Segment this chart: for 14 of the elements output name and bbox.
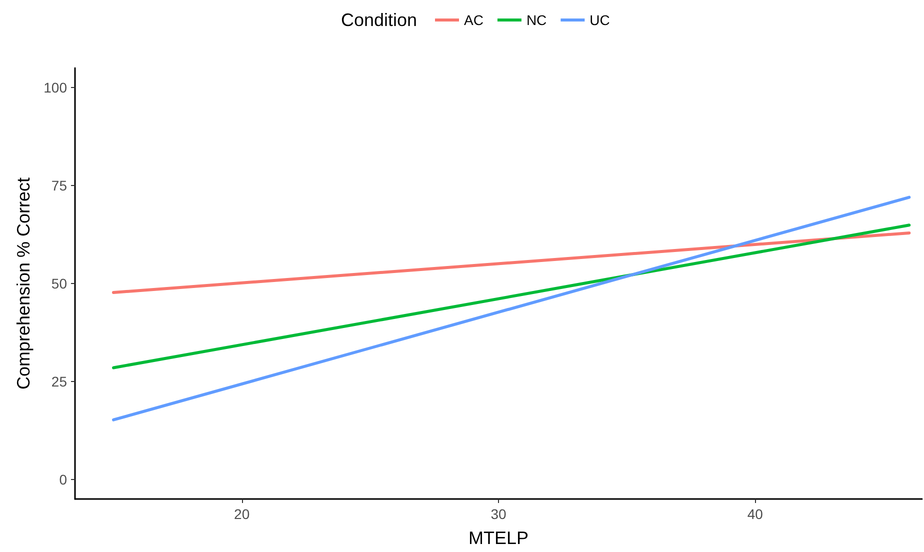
legend-title: Condition [340, 10, 418, 30]
y-tick-label: 100 [44, 80, 68, 96]
legend-label: UC [590, 12, 610, 28]
legend-label: AC [464, 12, 484, 28]
y-tick-label: 25 [51, 373, 68, 390]
y-axis-title: Comprehension % Correct [14, 177, 34, 390]
x-tick-label: 40 [747, 506, 764, 522]
y-tick-label: 0 [59, 471, 68, 488]
x-axis-title: MTELP [468, 528, 529, 548]
x-tick-label: 20 [234, 506, 250, 522]
y-tick-label: 75 [51, 178, 68, 194]
legend-label: NC [526, 12, 547, 28]
y-tick-label: 50 [51, 276, 68, 292]
x-tick-label: 30 [490, 506, 506, 522]
